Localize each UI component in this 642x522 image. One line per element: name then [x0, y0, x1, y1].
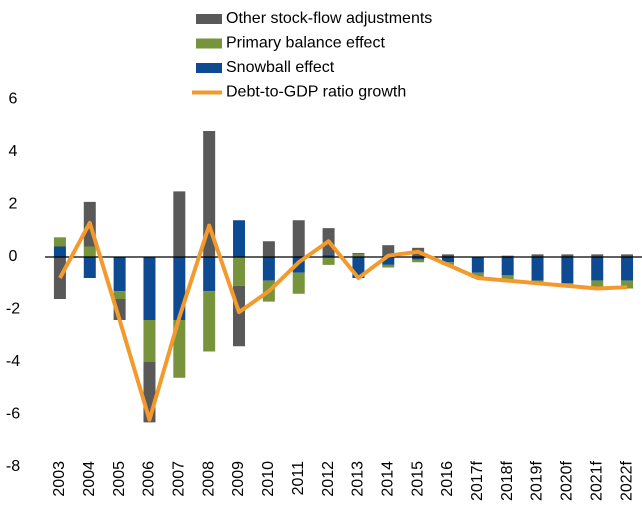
bar	[382, 264, 395, 268]
y-tick-label: 4	[9, 143, 18, 160]
x-tick-label: 2019f	[529, 460, 546, 501]
x-tick-label: 2003	[51, 461, 68, 497]
legend-label: Primary balance effect	[226, 35, 385, 52]
legend-marker	[196, 38, 222, 49]
x-tick-label: 2009	[230, 461, 247, 497]
bar	[203, 257, 216, 292]
bar	[591, 254, 604, 257]
bar	[352, 253, 365, 255]
bar	[113, 291, 126, 299]
bar	[173, 191, 186, 257]
bar	[292, 272, 305, 294]
x-tick-label: 2011	[290, 461, 307, 496]
bar	[322, 254, 335, 257]
bar	[143, 257, 156, 320]
legend-label: Debt-to-GDP ratio growth	[226, 84, 406, 101]
line	[58, 220, 628, 422]
x-tick-label: 2005	[111, 461, 128, 497]
bar	[292, 220, 305, 257]
x-tick-label: 2017f	[469, 460, 486, 501]
bar	[621, 254, 634, 257]
bar	[591, 257, 604, 281]
bar	[322, 257, 335, 265]
bar	[471, 272, 484, 278]
bar	[501, 255, 514, 257]
bar	[412, 259, 425, 263]
bar	[83, 257, 96, 278]
bar	[262, 257, 275, 281]
bar	[561, 257, 574, 284]
bar	[143, 320, 156, 362]
bar	[501, 275, 514, 280]
bar	[412, 257, 425, 260]
legend-marker	[196, 63, 222, 73]
x-tick-label: 2010	[260, 461, 277, 497]
x-tick-label: 2013	[350, 461, 367, 497]
x-tick-label: 2008	[200, 461, 217, 497]
bar	[83, 246, 96, 257]
y-tick-label: 6	[9, 91, 18, 108]
bar	[203, 131, 216, 257]
bar	[591, 280, 604, 289]
x-tick-label: 2012	[320, 461, 337, 497]
bar	[233, 220, 246, 257]
y-tick-label: -4	[6, 353, 20, 370]
bar	[203, 291, 216, 352]
y-tick-label: -2	[6, 301, 20, 318]
x-tick-label: 2004	[81, 461, 98, 497]
bar	[53, 246, 66, 257]
x-tick-label: 2022f	[618, 460, 635, 501]
bar	[531, 254, 544, 257]
x-tick-label: 2021f	[588, 460, 605, 501]
bar	[441, 257, 454, 263]
bar	[113, 257, 126, 292]
x-tick-label: 2014	[379, 461, 396, 497]
x-tick-label: 2020f	[559, 460, 576, 501]
x-tick-label: 2015	[409, 461, 426, 497]
y-tick-label: 2	[9, 196, 18, 213]
bar	[262, 241, 275, 257]
bar	[382, 257, 395, 265]
bar	[471, 257, 484, 273]
x-tick-label: 2018f	[499, 460, 516, 501]
bar	[352, 254, 365, 257]
bar	[531, 257, 544, 281]
bar	[621, 257, 634, 281]
bar	[233, 257, 246, 286]
bar	[621, 280, 634, 289]
x-tick-label: 2016	[439, 461, 456, 497]
bar	[561, 254, 574, 257]
bar	[53, 237, 66, 247]
x-tick-label: 2007	[171, 461, 188, 497]
bar	[441, 254, 454, 257]
y-tick-label: 0	[9, 248, 18, 265]
legend-label: Snowball effect	[226, 59, 335, 76]
y-tick-label: -8	[6, 458, 20, 475]
bar	[501, 257, 514, 276]
x-tick-label: 2006	[141, 461, 158, 497]
legend-label: Other stock-flow adjustments	[226, 10, 432, 27]
y-tick-label: -6	[6, 406, 20, 423]
legend-marker	[196, 14, 222, 24]
bar	[382, 245, 395, 257]
